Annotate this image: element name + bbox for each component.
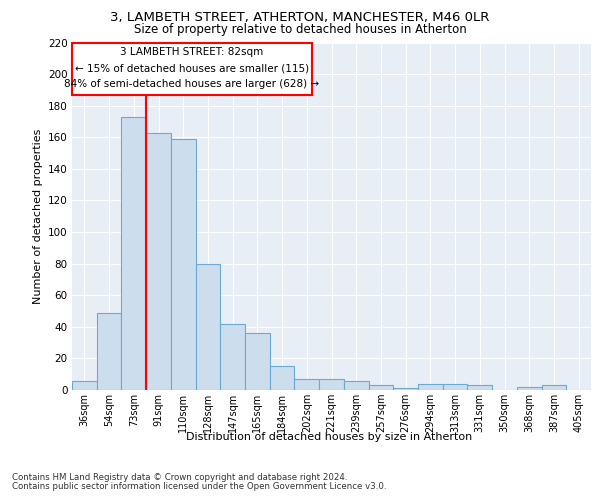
Bar (72, 380, 97, 390)
Bar (171, 139, 196, 390)
Bar (220, 324, 245, 390)
Text: 3 LAMBETH STREET: 82sqm: 3 LAMBETH STREET: 82sqm (120, 47, 263, 57)
Bar (467, 386, 492, 390)
Bar (270, 366, 295, 390)
Bar (368, 386, 393, 390)
Bar (146, 132, 171, 390)
Bar (517, 387, 542, 390)
Bar (443, 384, 467, 390)
Text: 3, LAMBETH STREET, ATHERTON, MANCHESTER, M46 0LR: 3, LAMBETH STREET, ATHERTON, MANCHESTER,… (110, 11, 490, 24)
Bar (295, 379, 319, 390)
Text: Size of property relative to detached houses in Atherton: Size of property relative to detached ho… (134, 22, 466, 36)
Text: ← 15% of detached houses are smaller (115): ← 15% of detached houses are smaller (11… (75, 63, 309, 73)
Bar (344, 380, 368, 390)
Bar (393, 388, 418, 390)
Bar (196, 264, 220, 390)
Bar (418, 384, 443, 390)
Text: Distribution of detached houses by size in Atherton: Distribution of detached houses by size … (185, 432, 472, 442)
Y-axis label: Number of detached properties: Number of detached properties (32, 128, 43, 304)
Bar (121, 116, 146, 390)
Bar (319, 379, 344, 390)
Text: Contains HM Land Registry data © Crown copyright and database right 2024.: Contains HM Land Registry data © Crown c… (12, 472, 347, 482)
Text: Contains public sector information licensed under the Open Government Licence v3: Contains public sector information licen… (12, 482, 386, 491)
Bar (245, 333, 270, 390)
Bar (97, 312, 121, 390)
Text: 84% of semi-detached houses are larger (628) →: 84% of semi-detached houses are larger (… (64, 79, 319, 89)
Bar (542, 386, 566, 390)
FancyBboxPatch shape (72, 42, 312, 94)
